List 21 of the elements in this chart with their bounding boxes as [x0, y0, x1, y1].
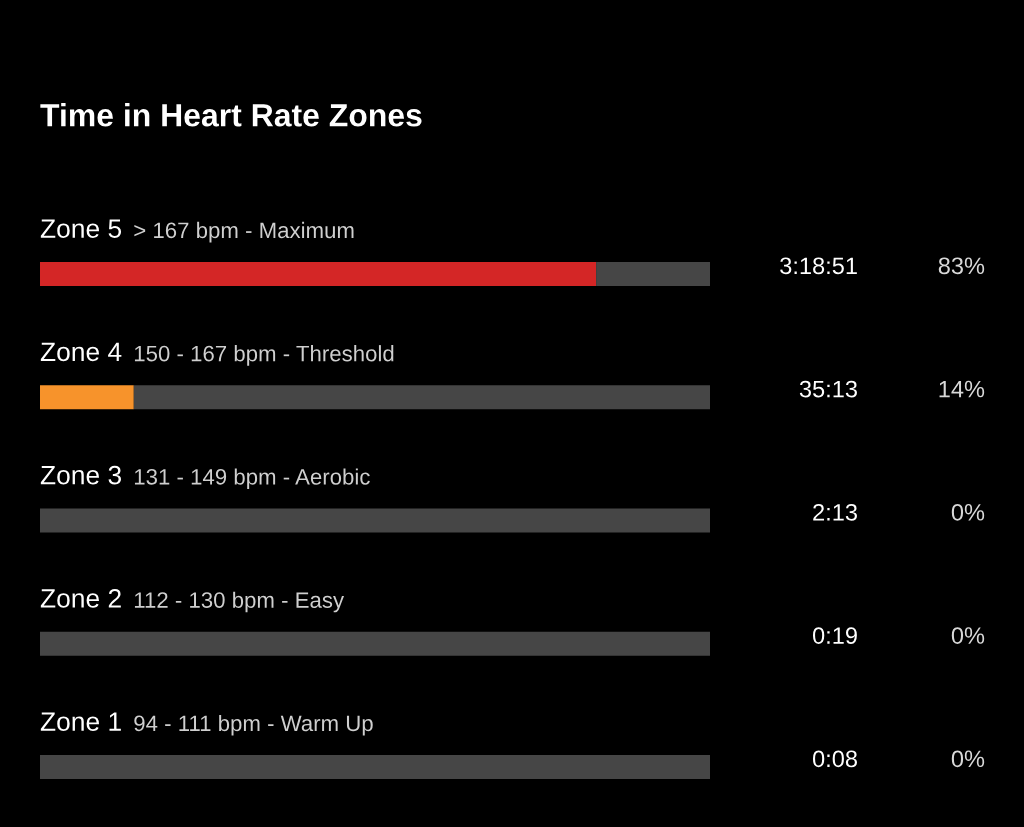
y-tick-label: Zone 4: [40, 342, 122, 362]
data-label: 14%: [939, 380, 985, 398]
y-tick-label: Zone 5: [40, 219, 122, 238]
annotation: 112 - 130 bpm - Easy: [134, 591, 345, 613]
y-tick-label: Zone 1: [40, 712, 121, 731]
text: 35:13: [799, 380, 857, 398]
text: 0:19: [812, 627, 857, 644]
annotation: 131 - 149 bpm - Aerobic: [134, 468, 370, 490]
annotation: 150 - 167 bpm - Threshold: [134, 345, 394, 366]
data-label: 0%: [951, 750, 985, 768]
data-label: 0%: [951, 503, 985, 521]
annotation: 94 - 111 bpm - Warm Up: [134, 714, 373, 736]
data-label: 83%: [938, 257, 985, 275]
text: 2:13: [813, 503, 857, 521]
text: 3:18:51: [780, 257, 857, 275]
y-tick-label: Zone 2: [40, 589, 121, 608]
data-label: 0%: [951, 627, 985, 644]
chart-title: Time in Heart Rate Zones: [40, 103, 422, 127]
y-tick-label: Zone 3: [40, 465, 121, 485]
annotation: > 167 bpm - Maximum: [134, 221, 354, 243]
text: 0:08: [812, 750, 857, 768]
